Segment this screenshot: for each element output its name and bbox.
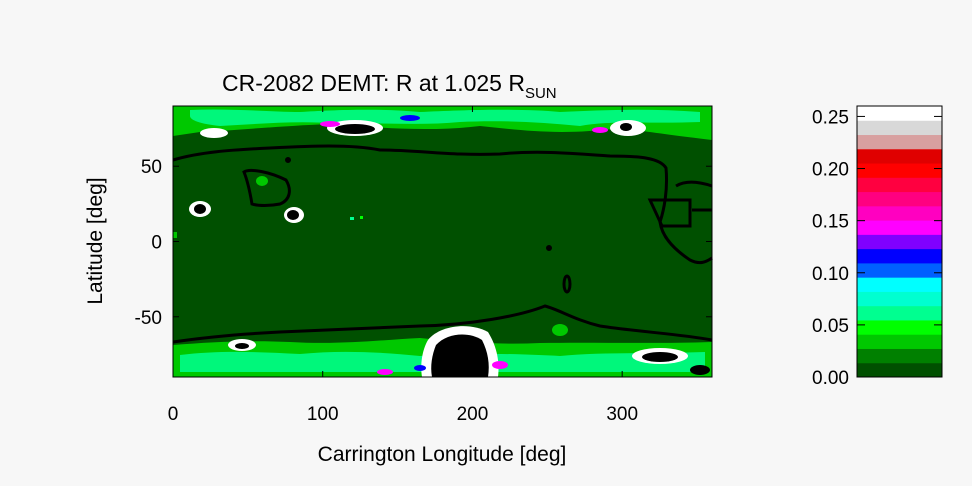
x-tick-label-3: 300	[606, 404, 638, 425]
plot-area	[172, 105, 713, 378]
colorbar-segment-11	[857, 205, 942, 221]
colorbar-segment-8	[857, 248, 942, 264]
contour-small-1	[562, 274, 572, 294]
colorbar-segment-9	[857, 234, 942, 250]
colorbar-segment-4	[857, 305, 942, 321]
contour-dot-2	[285, 157, 291, 163]
colorbar-segment-15	[857, 148, 942, 164]
y-tick-label-1: 0	[151, 233, 162, 254]
contour-south	[172, 304, 713, 344]
colorbar-tick-label-2: 0.15	[812, 212, 849, 233]
north-hole-2	[200, 128, 228, 138]
north-hole-3-core	[620, 123, 632, 131]
colorbar-tick-label-5: 0.00	[812, 368, 849, 389]
colorbar-segment-12	[857, 191, 942, 207]
south-green-blob	[552, 324, 568, 336]
y-axis: 50 0 -50	[135, 157, 712, 329]
mid-latitude-features	[173, 176, 363, 238]
colorbar-segment-13	[857, 177, 942, 193]
title-main-text: CR-2082 DEMT: R at 1.025 R	[222, 70, 525, 96]
colorbar-tick-label-1: 0.20	[812, 160, 849, 181]
colorbar-segment-17	[857, 120, 942, 136]
x-tick-label-2: 200	[457, 404, 489, 425]
contour-loop-4	[675, 180, 713, 188]
contour-loop-2	[647, 198, 692, 228]
north-hole-1-core	[335, 124, 375, 134]
south-polar-region	[173, 324, 712, 377]
colorbar-segment-14	[857, 163, 942, 178]
contour-loop-1	[242, 168, 291, 207]
title-subscript: SUN	[525, 85, 557, 102]
colorbar-segment-7	[857, 262, 942, 278]
north-magenta-1	[320, 121, 340, 127]
y-tick-label-0: 50	[141, 157, 162, 178]
colorbar-frame	[856, 105, 943, 378]
feature-speck-2	[360, 216, 363, 219]
colorbar-segment-3	[857, 319, 942, 335]
feature-mid-black	[287, 210, 299, 220]
south-hole-main-core	[431, 334, 489, 377]
colorbar-segment-5	[857, 291, 942, 307]
north-polar-region	[173, 106, 712, 140]
north-magenta-2	[592, 127, 608, 133]
x-tick-label-0: 0	[168, 404, 179, 425]
colorbar-tick-label-4: 0.05	[812, 316, 849, 337]
x-axis-label: Carrington Longitude [deg]	[318, 443, 567, 466]
contour-north	[172, 144, 713, 265]
x-tick-label-1: 100	[307, 404, 339, 425]
south-magenta-1	[492, 361, 508, 369]
colorbar-segment-1	[857, 348, 942, 364]
south-hole-4	[690, 365, 710, 375]
chart-title-main: CR-2082 DEMT: R at 1.025 RSUN	[222, 70, 557, 102]
colorbar-segment-0	[857, 362, 942, 378]
feature-edge-left	[173, 232, 177, 238]
colorbar-segment-16	[857, 134, 942, 150]
contour-dot-1	[546, 245, 552, 251]
feature-speck-1	[350, 217, 354, 220]
y-tick-label-2: -50	[135, 308, 162, 329]
feature-left-black	[194, 204, 206, 214]
north-polar-cyan	[190, 109, 700, 126]
feature-green-1	[256, 176, 268, 186]
colorbar-segment-6	[857, 277, 942, 292]
south-hole-3-core	[642, 352, 678, 362]
chart-title: CR-2082 DEMT: R at 1.025 RSUN	[222, 70, 557, 102]
colorbar-tick-label-3: 0.10	[812, 264, 849, 285]
x-axis: 0 100 200 300	[168, 106, 638, 425]
colorbar: 0.25 0.20 0.15 0.10 0.05 0.00	[812, 105, 943, 389]
colorbar-segment-10	[857, 220, 942, 235]
south-magenta-2	[377, 369, 393, 375]
south-hole-2-core	[235, 343, 249, 349]
colorbar-segment-2	[857, 334, 942, 349]
colorbar-tick-label-0: 0.25	[812, 107, 849, 128]
north-blue-1	[400, 115, 420, 121]
colorbar-segment-18	[857, 106, 942, 121]
y-axis-label: Latitude [deg]	[84, 177, 107, 304]
south-blue-1	[414, 365, 426, 371]
contour-lines	[172, 144, 713, 344]
